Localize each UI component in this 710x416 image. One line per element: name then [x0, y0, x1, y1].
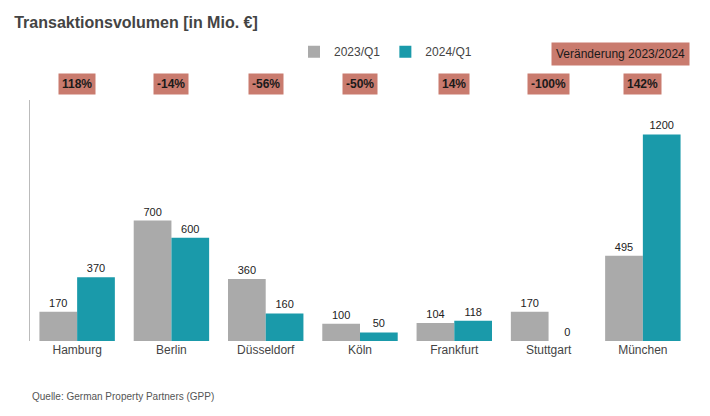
- svg-text:600: 600: [181, 223, 199, 235]
- svg-text:Transaktionsvolumen [in Mio. €: Transaktionsvolumen [in Mio. €]: [14, 14, 258, 31]
- svg-text:Düsseldorf: Düsseldorf: [237, 343, 295, 357]
- svg-text:Köln: Köln: [348, 343, 372, 357]
- svg-text:Quelle: German Property Partne: Quelle: German Property Partners (GPP): [32, 391, 214, 402]
- svg-text:14%: 14%: [442, 77, 466, 91]
- svg-text:2023/Q1: 2023/Q1: [334, 45, 380, 59]
- svg-text:Frankfurt: Frankfurt: [430, 343, 479, 357]
- svg-text:-56%: -56%: [252, 77, 280, 91]
- svg-text:170: 170: [49, 297, 67, 309]
- svg-text:-50%: -50%: [346, 77, 374, 91]
- svg-text:-100%: -100%: [531, 77, 566, 91]
- svg-text:Hamburg: Hamburg: [52, 343, 101, 357]
- svg-text:370: 370: [87, 262, 105, 274]
- svg-text:0: 0: [564, 326, 570, 338]
- svg-text:100: 100: [332, 309, 350, 321]
- svg-text:Veränderung 2023/2024: Veränderung 2023/2024: [556, 47, 685, 61]
- svg-text:Stuttgart: Stuttgart: [526, 343, 572, 357]
- svg-text:118: 118: [464, 306, 482, 318]
- svg-text:700: 700: [143, 206, 161, 218]
- svg-text:142%: 142%: [627, 77, 658, 91]
- svg-text:160: 160: [275, 298, 293, 310]
- svg-text:495: 495: [615, 241, 633, 253]
- svg-text:360: 360: [238, 264, 256, 276]
- svg-text:1200: 1200: [649, 119, 673, 131]
- svg-text:München: München: [618, 343, 667, 357]
- svg-text:50: 50: [373, 317, 385, 329]
- svg-text:2024/Q1: 2024/Q1: [425, 45, 471, 59]
- svg-text:-14%: -14%: [157, 77, 185, 91]
- svg-text:170: 170: [521, 297, 539, 309]
- svg-text:104: 104: [426, 308, 444, 320]
- svg-text:Berlin: Berlin: [156, 343, 187, 357]
- svg-text:118%: 118%: [62, 77, 92, 91]
